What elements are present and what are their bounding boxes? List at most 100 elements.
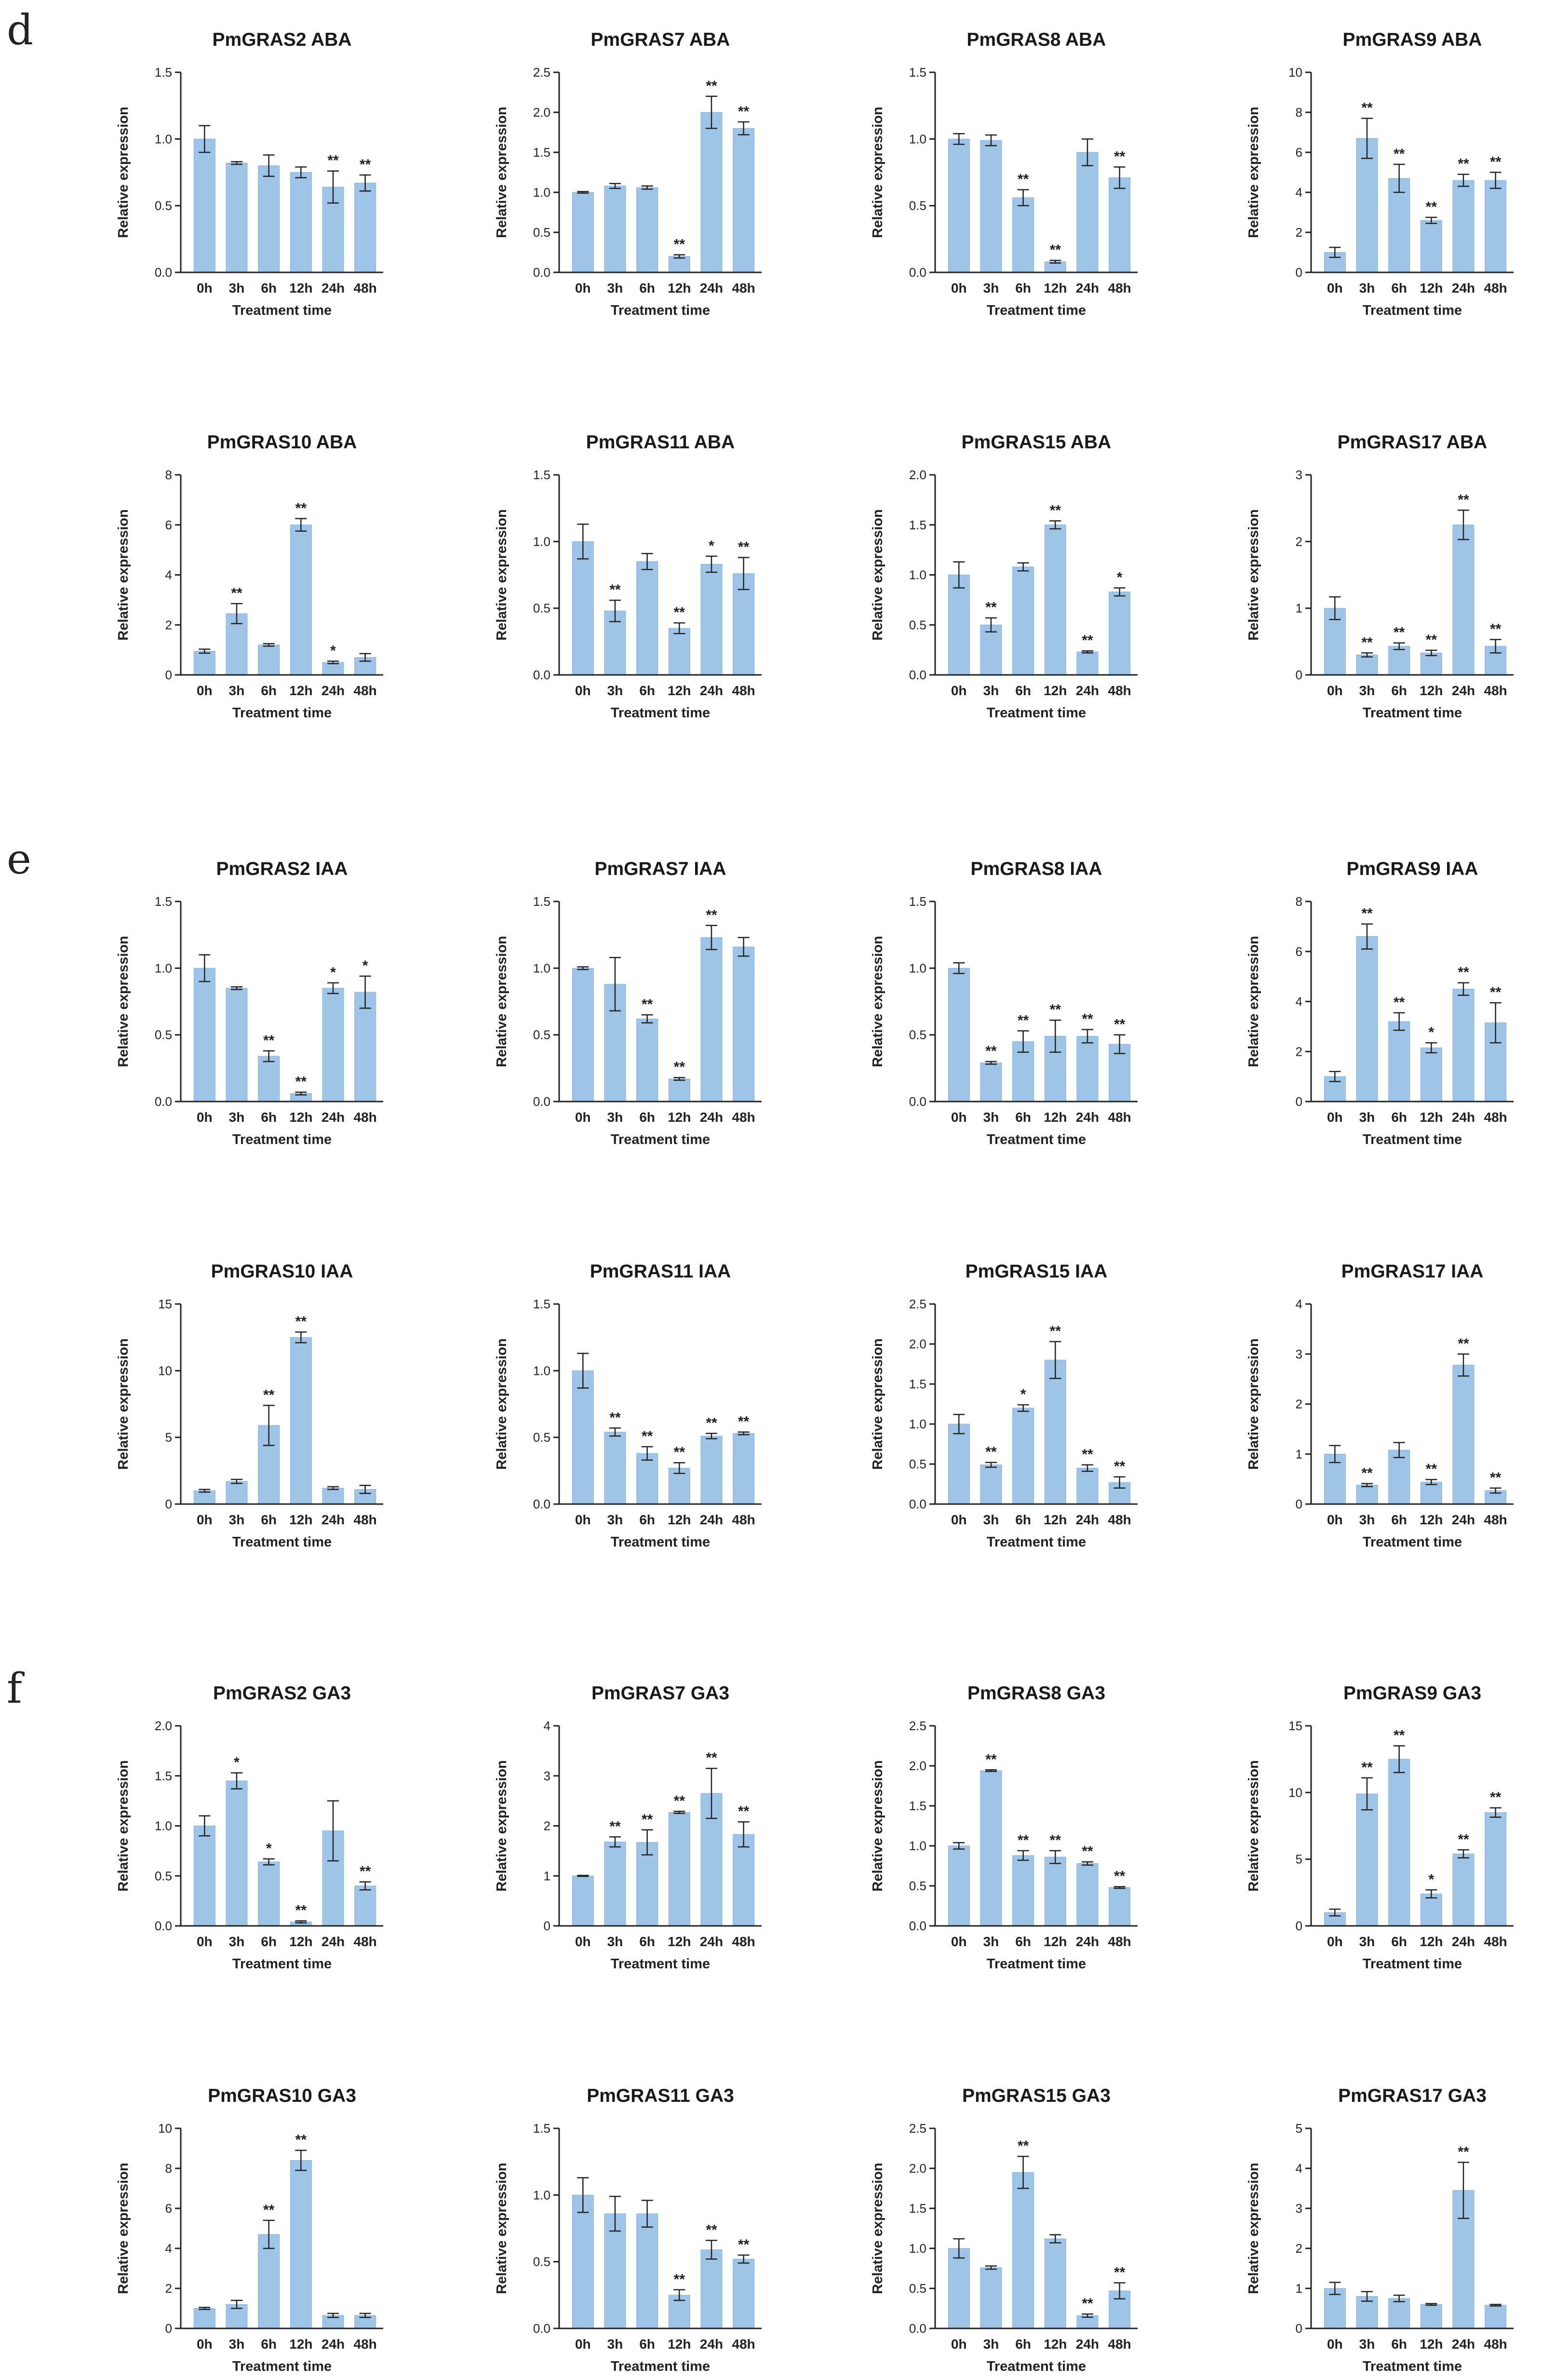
x-axis-label: Treatment time [987, 1132, 1086, 1147]
bar [322, 662, 344, 675]
bar [1452, 989, 1475, 1102]
significance-marker: ** [1114, 1459, 1126, 1475]
bar [1388, 1021, 1410, 1102]
x-tick-label: 12h [1044, 1934, 1067, 1949]
x-tick-label: 12h [289, 1110, 312, 1125]
significance-marker: ** [1114, 1869, 1126, 1884]
significance-marker: ** [738, 1803, 750, 1819]
x-axis-label: Treatment time [611, 705, 710, 721]
x-tick-label: 3h [607, 2337, 623, 2352]
y-axis-label: Relative expression [870, 936, 885, 1067]
chart-1: PmGRAS2 ABA Relative expression Treatment … [116, 29, 383, 318]
significance-marker: ** [1490, 621, 1501, 637]
bar [258, 165, 280, 273]
bar [1452, 1854, 1475, 1926]
y-axis-label: Relative expression [494, 107, 509, 238]
significance-marker: ** [985, 1043, 997, 1059]
y-tick-label: 2.0 [533, 105, 550, 120]
bar [700, 564, 723, 675]
bar [1109, 1887, 1131, 1926]
x-tick-label: 48h [1484, 1110, 1507, 1125]
x-tick-label: 3h [1359, 1934, 1375, 1949]
chart-12: PmGRAS9 IAA Relative expression Treatment … [1246, 859, 1514, 1147]
bar [668, 1467, 690, 1505]
y-axis-label: Relative expression [116, 936, 131, 1067]
y-tick-label: 0.5 [909, 1457, 926, 1471]
chart-title: PmGRAS15 ABA [962, 432, 1112, 453]
x-tick-label: 24h [1452, 1110, 1475, 1125]
bar [193, 1490, 215, 1505]
y-tick-label: 4 [1296, 995, 1302, 1009]
y-axis-label: Relative expression [1246, 509, 1261, 640]
x-tick-label: 0h [1327, 683, 1343, 698]
y-tick-label: 0.5 [909, 199, 926, 213]
y-tick-label: 2.0 [909, 468, 926, 482]
x-tick-label: 12h [1420, 1512, 1443, 1527]
y-tick-label: 0.5 [909, 618, 926, 632]
significance-marker: * [1020, 1386, 1026, 1402]
y-tick-label: 0.0 [155, 1919, 172, 1933]
y-tick-label: 2.0 [155, 1719, 172, 1733]
bar [1109, 592, 1131, 675]
significance-marker: ** [738, 539, 750, 555]
y-tick-label: 1.0 [533, 185, 550, 200]
y-tick-label: 2.5 [909, 1719, 926, 1733]
significance-marker: ** [1082, 1843, 1093, 1859]
x-tick-label: 6h [261, 281, 277, 296]
x-tick-label: 3h [229, 281, 245, 296]
bar [1356, 936, 1378, 1102]
x-tick-label: 6h [639, 1934, 655, 1949]
y-axis-label: Relative expression [116, 2163, 131, 2294]
y-axis-label: Relative expression [1246, 1338, 1261, 1469]
significance-marker: ** [1458, 2144, 1469, 2160]
x-tick-label: 6h [1391, 281, 1407, 296]
chart-title: PmGRAS9 ABA [1343, 29, 1482, 50]
y-tick-label: 1.5 [533, 468, 550, 482]
bar [1356, 655, 1378, 675]
x-tick-label: 48h [732, 1512, 755, 1527]
chart-14: PmGRAS11 IAA Relative expression Treatment… [494, 1261, 762, 1550]
significance-marker: ** [1394, 1728, 1405, 1744]
y-tick-label: 1.5 [533, 2121, 550, 2136]
y-tick-label: 2 [1296, 534, 1302, 549]
bar [1388, 178, 1410, 273]
bar [980, 1465, 1002, 1505]
significance-marker: ** [327, 153, 339, 169]
significance-marker: ** [263, 1387, 275, 1403]
x-tick-label: 3h [983, 281, 999, 296]
significance-marker: ** [1426, 199, 1437, 215]
y-tick-label: 1.5 [533, 894, 550, 909]
x-axis-label: Treatment time [987, 303, 1086, 318]
x-tick-label: 48h [1108, 1512, 1131, 1527]
chart-8: PmGRAS17 ABA Relative expression Treatment… [1246, 432, 1514, 721]
bar [322, 1488, 344, 1505]
y-tick-label: 1.0 [909, 132, 926, 146]
y-tick-label: 0 [165, 2321, 172, 2336]
x-tick-label: 6h [261, 1512, 277, 1527]
significance-marker: ** [1018, 2138, 1029, 2154]
chart-24: PmGRAS17 GA3 Relative expression Treatment… [1246, 2085, 1514, 2374]
x-tick-label: 0h [575, 1934, 591, 1949]
y-tick-label: 0.0 [909, 1919, 926, 1933]
significance-marker: ** [1082, 632, 1093, 648]
bar [1012, 197, 1034, 273]
bar [948, 2248, 970, 2329]
y-tick-label: 10 [158, 1363, 172, 1378]
x-axis-label: Treatment time [611, 1534, 710, 1550]
bar [1420, 1481, 1442, 1505]
x-tick-label: 48h [354, 1934, 377, 1949]
y-tick-label: 0 [1296, 1497, 1302, 1511]
significance-marker: ** [1426, 632, 1437, 648]
y-tick-label: 2.0 [909, 2161, 926, 2176]
significance-marker: ** [263, 1033, 275, 1049]
y-tick-label: 0.5 [909, 2281, 926, 2296]
x-tick-label: 6h [261, 2337, 277, 2352]
bar [258, 1056, 280, 1102]
x-tick-label: 48h [354, 683, 377, 698]
x-tick-label: 48h [1484, 683, 1507, 698]
y-tick-label: 1.0 [909, 1839, 926, 1853]
bar [1420, 2304, 1442, 2329]
x-tick-label: 0h [951, 1110, 967, 1125]
x-tick-label: 0h [1327, 2337, 1343, 2352]
y-tick-label: 6 [1296, 145, 1302, 160]
